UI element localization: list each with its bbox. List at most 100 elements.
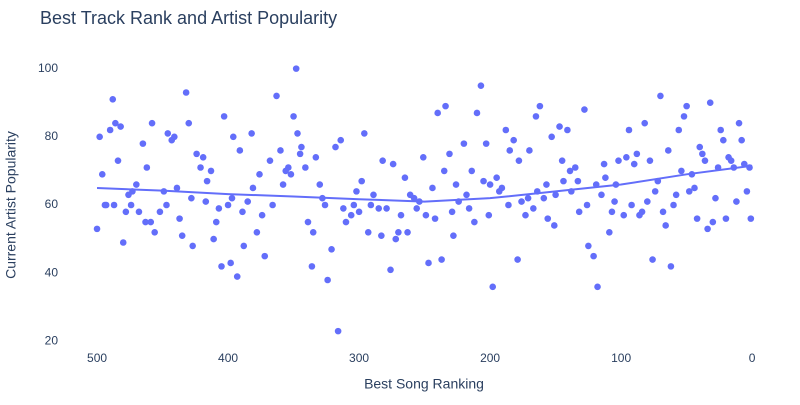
point xyxy=(575,208,583,216)
point xyxy=(550,222,558,229)
y-tick-label: 60 xyxy=(45,197,59,211)
point xyxy=(340,205,347,212)
point xyxy=(574,177,582,185)
point xyxy=(277,147,284,154)
point xyxy=(701,157,709,164)
point xyxy=(735,119,743,127)
point xyxy=(173,184,181,192)
point xyxy=(670,201,677,209)
point xyxy=(122,208,130,216)
point xyxy=(615,157,622,164)
point xyxy=(659,208,667,216)
point xyxy=(480,177,487,185)
point xyxy=(623,153,630,161)
point xyxy=(143,164,151,171)
point xyxy=(350,201,358,209)
point xyxy=(489,283,497,291)
point xyxy=(361,130,368,137)
point xyxy=(429,184,436,192)
point xyxy=(378,232,385,239)
point xyxy=(203,177,211,185)
point xyxy=(139,140,147,147)
point xyxy=(96,133,103,141)
point xyxy=(680,113,688,120)
point xyxy=(667,263,675,270)
point xyxy=(438,256,445,263)
point xyxy=(510,136,517,144)
point xyxy=(548,133,555,141)
point xyxy=(644,198,651,205)
point xyxy=(620,211,628,219)
point xyxy=(236,147,244,154)
point xyxy=(585,242,592,250)
point xyxy=(199,153,207,161)
point xyxy=(505,201,512,209)
point xyxy=(117,123,124,130)
point xyxy=(506,147,514,154)
point xyxy=(133,181,140,188)
point xyxy=(227,259,234,267)
point xyxy=(442,102,449,110)
point xyxy=(296,150,304,158)
point xyxy=(693,215,701,222)
point xyxy=(583,201,591,209)
point xyxy=(425,259,432,267)
point xyxy=(696,143,704,151)
point xyxy=(101,201,109,209)
point xyxy=(422,211,430,219)
point xyxy=(312,153,320,161)
point xyxy=(600,160,608,168)
point xyxy=(602,174,609,182)
point xyxy=(452,181,460,188)
point xyxy=(606,228,613,236)
point xyxy=(332,143,339,151)
point xyxy=(304,218,312,226)
point xyxy=(202,198,210,205)
point xyxy=(112,119,119,127)
point xyxy=(266,157,274,164)
point xyxy=(685,188,693,195)
point xyxy=(142,218,149,226)
point xyxy=(675,126,683,134)
point xyxy=(298,143,305,151)
point xyxy=(691,184,698,192)
point xyxy=(261,252,269,260)
point xyxy=(383,205,390,212)
point xyxy=(482,140,490,147)
point xyxy=(738,136,745,144)
point xyxy=(465,205,473,212)
point xyxy=(448,208,456,216)
point xyxy=(294,130,301,137)
point xyxy=(337,136,345,144)
point xyxy=(285,164,292,171)
point xyxy=(347,211,355,219)
trend-line xyxy=(96,164,753,203)
point xyxy=(397,211,405,219)
point xyxy=(256,171,263,178)
point xyxy=(355,208,363,216)
point xyxy=(473,109,481,117)
point xyxy=(664,147,672,154)
point xyxy=(182,89,190,96)
point xyxy=(649,256,656,263)
point xyxy=(530,205,537,212)
point xyxy=(389,160,397,168)
point xyxy=(434,109,441,117)
point xyxy=(413,205,421,212)
point xyxy=(290,113,297,120)
point xyxy=(611,198,618,205)
point xyxy=(279,181,287,188)
point xyxy=(514,256,521,263)
point xyxy=(651,188,659,195)
point xyxy=(536,102,544,110)
point xyxy=(410,194,418,202)
point xyxy=(566,167,574,175)
point xyxy=(722,215,730,222)
point xyxy=(353,188,360,195)
point xyxy=(287,171,295,178)
chart-title: Best Track Rank and Artist Popularity xyxy=(40,8,337,28)
point xyxy=(401,174,409,182)
point xyxy=(135,208,143,216)
point xyxy=(229,133,237,141)
point xyxy=(460,140,468,147)
